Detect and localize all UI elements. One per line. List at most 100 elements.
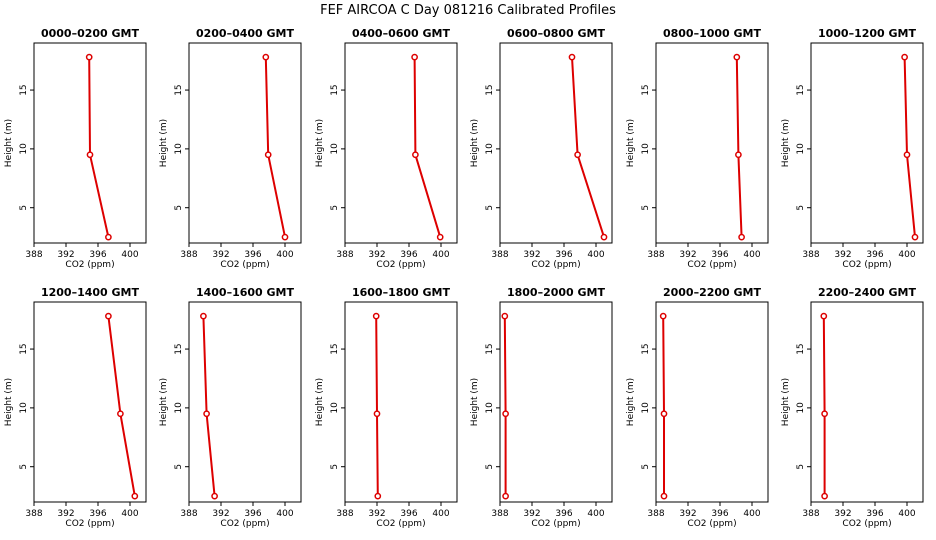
- y-tick-label: 15: [641, 84, 651, 95]
- profile-point: [568, 53, 576, 61]
- plot-frame: [655, 301, 769, 503]
- y-tick-label: 15: [19, 84, 29, 95]
- profile-panel: 0600–0800 GMT 388 392 396 400 5 10 15 CO2 (ppm) H…: [470, 27, 613, 270]
- profile-point: [903, 151, 911, 159]
- x-axis-label: CO2 (ppm): [531, 519, 580, 529]
- x-tick-label: 400: [121, 250, 138, 260]
- y-tick-label: 5: [174, 205, 184, 211]
- y-axis-label: Height (m): [315, 378, 325, 426]
- x-axis-label: CO2 (ppm): [687, 519, 736, 529]
- x-tick-label: 396: [866, 250, 883, 260]
- y-tick-label: 5: [19, 464, 29, 470]
- y-tick-label: 10: [19, 143, 29, 155]
- x-axis-label: CO2 (ppm): [220, 260, 269, 270]
- y-tick-label: 5: [174, 464, 184, 470]
- x-tick-label: 392: [523, 509, 540, 519]
- profile-point: [659, 312, 667, 320]
- x-tick-label: 392: [212, 250, 229, 260]
- x-tick-label: 388: [25, 509, 42, 519]
- y-tick-label: 5: [330, 464, 340, 470]
- profile-panel: 0000–0200 GMT 388 392 396 400 5 10 15 CO2 (ppm) H…: [4, 27, 147, 270]
- profile-point: [203, 410, 210, 418]
- panel-title: 0200–0400 GMT: [196, 27, 295, 40]
- profile-point: [735, 151, 742, 159]
- plot-frame: [344, 301, 458, 503]
- x-tick-label: 388: [647, 509, 664, 519]
- profile-point: [501, 312, 509, 320]
- y-tick-label: 5: [485, 205, 495, 211]
- x-tick-label: 392: [368, 509, 385, 519]
- panel-title: 1600–1800 GMT: [352, 286, 451, 299]
- x-axis-label: CO2 (ppm): [65, 260, 114, 270]
- profile-line: [88, 57, 110, 238]
- x-tick-label: 400: [743, 250, 760, 260]
- profile-point: [117, 410, 124, 418]
- panel-title: 0400–0600 GMT: [352, 27, 451, 40]
- y-tick-label: 15: [19, 343, 29, 354]
- y-axis-label: Height (m): [159, 378, 169, 426]
- profile-line: [107, 315, 136, 497]
- x-tick-label: 400: [276, 509, 293, 519]
- profile-panel: 0800–1000 GMT 388 392 396 400 5 10 15 CO2 (ppm) H…: [626, 27, 769, 270]
- profile-point: [105, 312, 112, 320]
- plot-frame: [499, 301, 613, 503]
- y-tick-label: 15: [485, 343, 495, 354]
- x-tick-label: 396: [244, 250, 261, 260]
- x-tick-label: 400: [276, 250, 293, 260]
- plot-frame: [810, 301, 924, 503]
- y-tick-label: 5: [19, 205, 29, 211]
- panel-title: 1200–1400 GMT: [41, 286, 140, 299]
- x-tick-label: 388: [336, 509, 353, 519]
- profile-point: [911, 233, 919, 241]
- y-axis-label: Height (m): [4, 119, 14, 167]
- y-tick-label: 15: [174, 343, 184, 354]
- y-axis-label: Height (m): [4, 378, 14, 426]
- y-tick-label: 5: [485, 464, 495, 470]
- y-axis-label: Height (m): [626, 378, 636, 426]
- y-axis-label: Height (m): [781, 378, 791, 426]
- y-axis-label: Height (m): [470, 119, 480, 167]
- x-tick-label: 400: [587, 250, 604, 260]
- profile-point: [733, 53, 741, 61]
- profile-point: [660, 410, 668, 418]
- profile-point: [411, 53, 418, 61]
- plot-frame: [499, 42, 613, 244]
- y-axis-label: Height (m): [159, 119, 169, 167]
- x-tick-label: 400: [587, 509, 604, 519]
- panel-title: 2000–2200 GMT: [663, 286, 762, 299]
- y-tick-label: 10: [485, 143, 495, 155]
- profile-point: [574, 151, 581, 159]
- profile-line: [264, 57, 286, 238]
- y-tick-label: 15: [641, 343, 651, 354]
- profile-point: [436, 233, 444, 241]
- panel-title: 1000–1200 GMT: [818, 27, 917, 40]
- y-tick-label: 10: [174, 143, 184, 155]
- x-tick-label: 392: [834, 509, 851, 519]
- profile-point: [211, 492, 218, 500]
- x-axis-label: CO2 (ppm): [842, 519, 891, 529]
- profile-point: [131, 492, 139, 500]
- x-axis-label: CO2 (ppm): [220, 519, 269, 529]
- x-tick-label: 396: [400, 250, 417, 260]
- plot-frame: [33, 301, 147, 503]
- y-tick-label: 10: [641, 402, 651, 414]
- x-tick-label: 396: [89, 250, 106, 260]
- x-axis-label: CO2 (ppm): [842, 260, 891, 270]
- y-axis-label: Height (m): [781, 119, 791, 167]
- y-tick-label: 5: [641, 205, 651, 211]
- x-tick-label: 388: [491, 509, 508, 519]
- x-tick-label: 388: [180, 250, 197, 260]
- x-tick-label: 388: [802, 509, 819, 519]
- y-tick-label: 10: [485, 402, 495, 414]
- x-axis-label: CO2 (ppm): [376, 260, 425, 270]
- panel-title: 0600–0800 GMT: [507, 27, 606, 40]
- y-tick-label: 15: [485, 84, 495, 95]
- y-tick-label: 10: [796, 143, 806, 155]
- profile-panel: 2000–2200 GMT 388 392 396 400 5 10 15 CO2 (ppm) H…: [626, 286, 769, 529]
- x-tick-label: 396: [244, 509, 261, 519]
- x-tick-label: 392: [57, 250, 74, 260]
- profile-point: [372, 312, 380, 320]
- x-tick-label: 400: [898, 250, 915, 260]
- profile-line: [903, 57, 916, 238]
